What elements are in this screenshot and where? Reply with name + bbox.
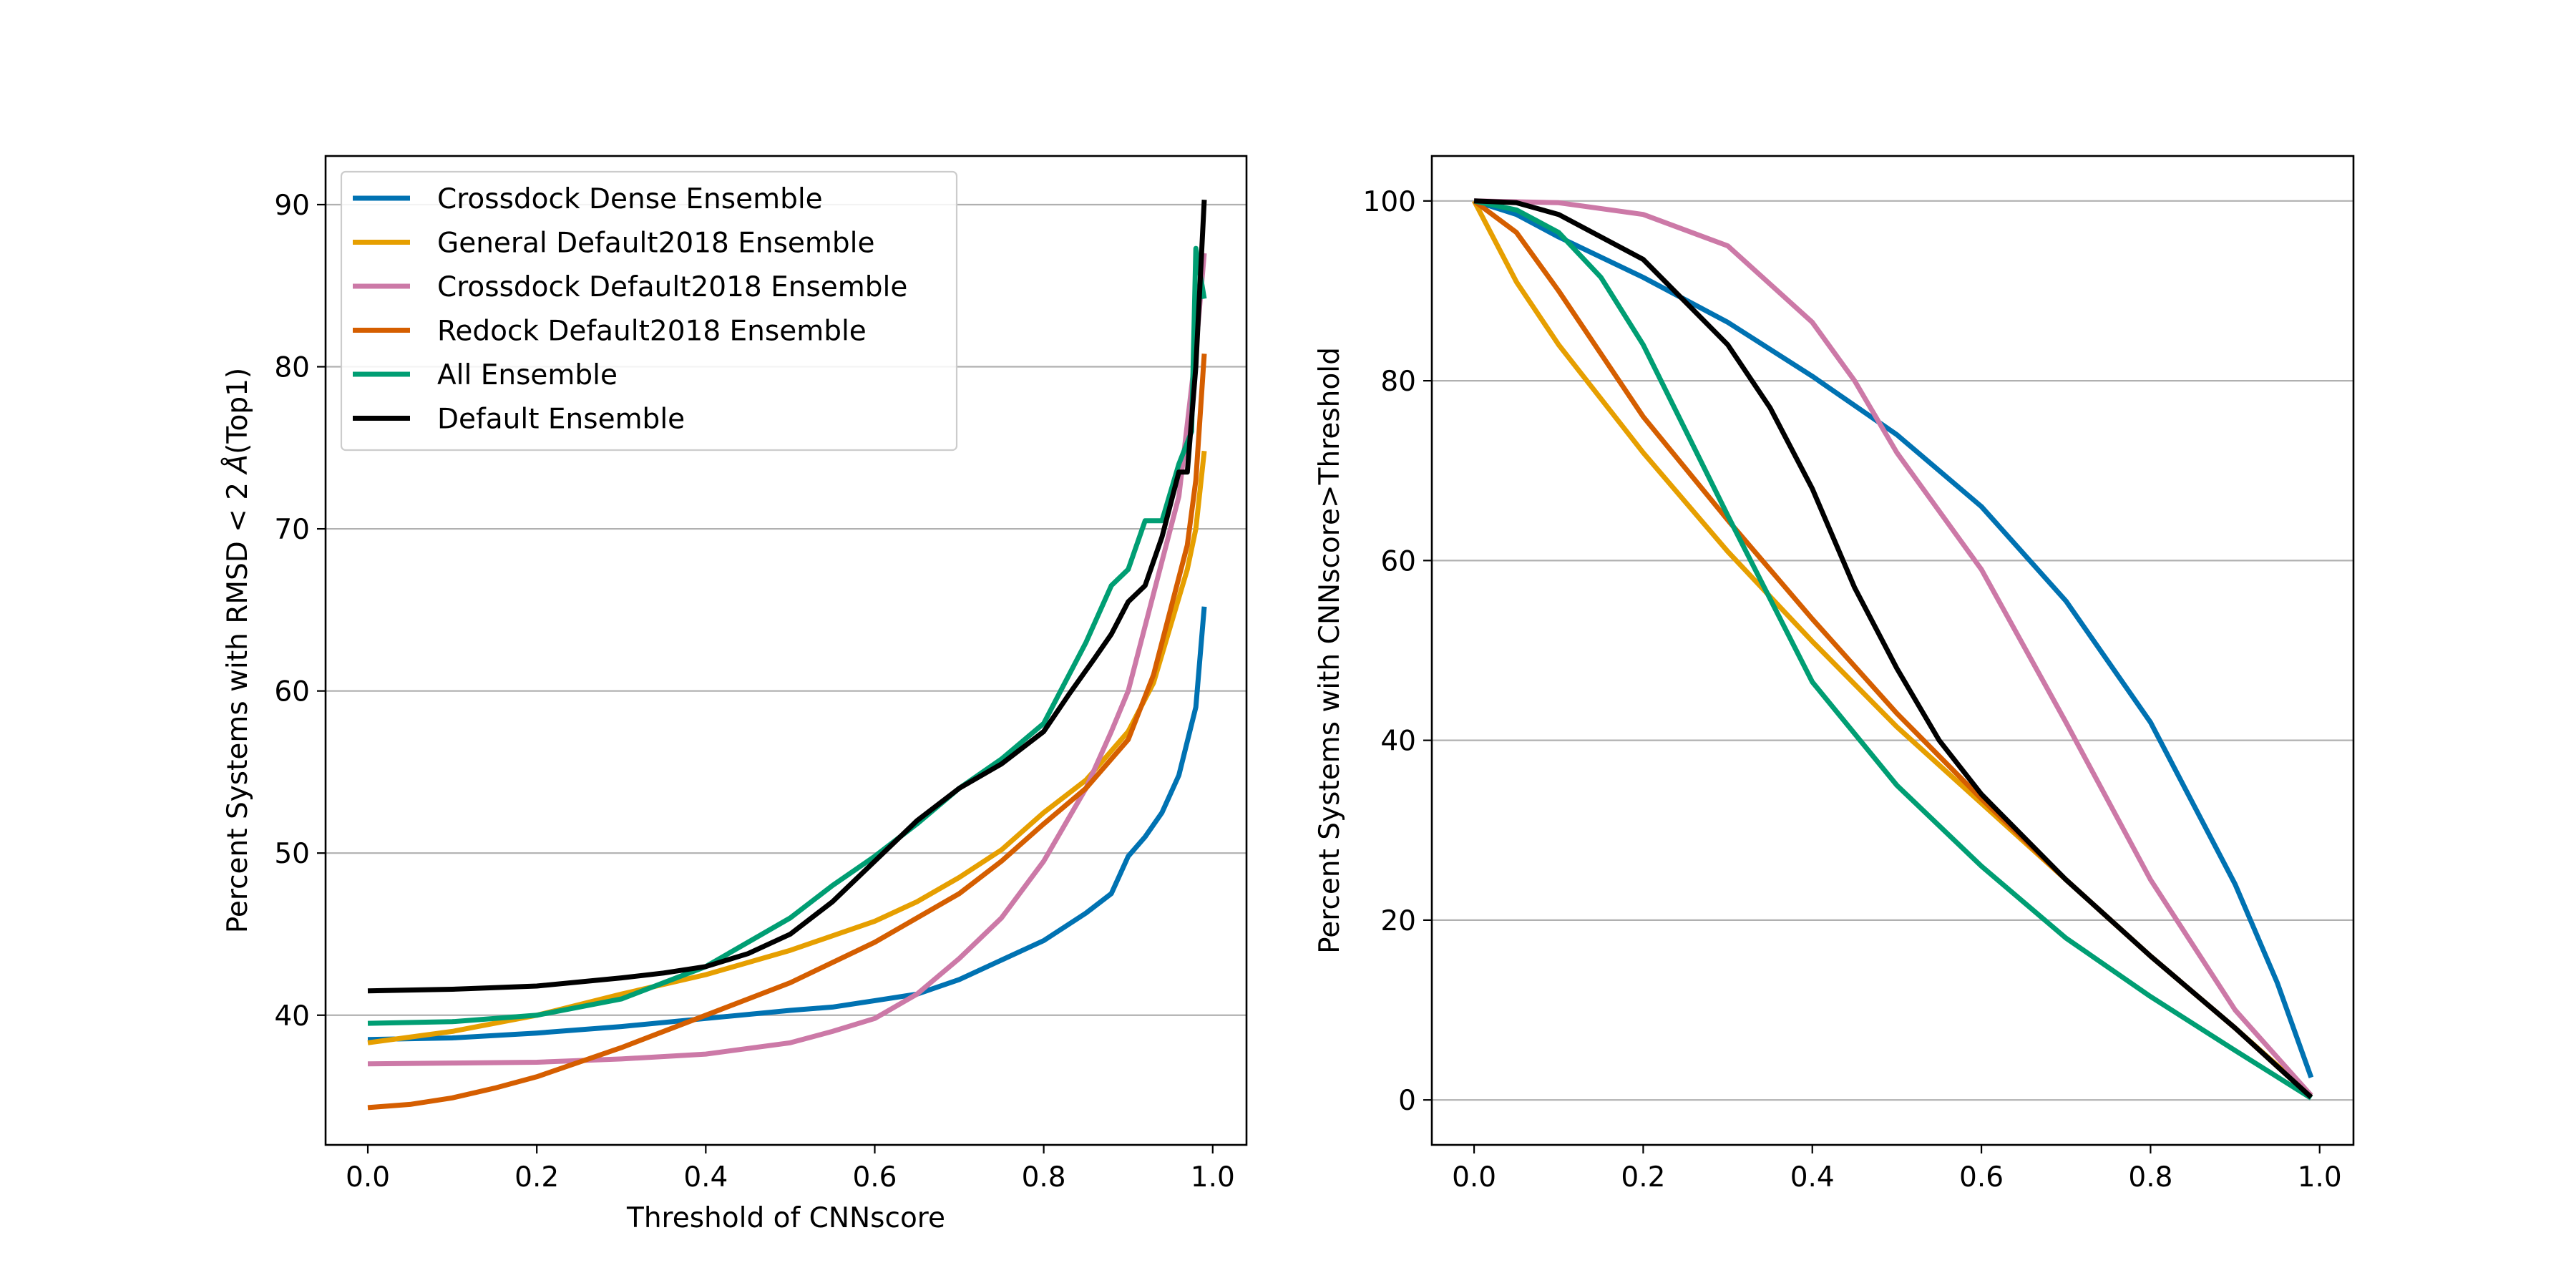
series-line: [1473, 198, 2313, 1099]
legend-box: [340, 170, 958, 452]
y-tick-label: 70: [274, 514, 310, 546]
legend-label: Crossdock Default2018 Ensemble: [437, 271, 907, 303]
y-axis-label-unit: Å: [220, 454, 254, 476]
y-tick-label: 90: [274, 190, 310, 222]
x-tick-label: 0.4: [1790, 1161, 1835, 1194]
y-axis-label: Percent Systems with RMSD < 2 Å(Top1): [220, 368, 254, 933]
x-axis-label: Threshold of CNNscore: [626, 1202, 945, 1234]
legend-label: Default Ensemble: [437, 404, 685, 436]
legend-label: Crossdock Dense Ensemble: [437, 183, 823, 215]
series-line: [367, 353, 1207, 1111]
series-line: [1471, 200, 2313, 1098]
x-tick-label: 0.4: [683, 1161, 728, 1194]
series-line: [1474, 198, 2313, 1098]
series-line: [367, 245, 1207, 1026]
x-tick-label: 0.6: [1959, 1161, 2004, 1194]
y-axis-label-text: Percent Systems with RMSD < 2: [222, 474, 254, 934]
x-tick-label: 0.2: [1621, 1161, 1665, 1194]
y-tick-label: 0: [1398, 1085, 1416, 1117]
y-tick-label: 60: [1380, 545, 1416, 577]
legend: Crossdock Dense Ensemble General Default2…: [340, 170, 958, 452]
axes-frame: [1430, 155, 2355, 1146]
legend-label: All Ensemble: [437, 359, 618, 391]
y-axis-label: Percent Systems with CNNscore>Threshold: [1314, 347, 1346, 954]
axes-frame: [324, 155, 1248, 1146]
x-tick-label: 0.0: [1452, 1161, 1496, 1194]
left-panel: 0.0 0.2 0.4 0.6 0.8 1.0 40 50 60 70 80 90 Threshold …: [220, 155, 1248, 1234]
y-tick-label: 40: [1380, 726, 1416, 758]
y-tick-label: 40: [274, 1000, 310, 1033]
series-line: [1473, 198, 2313, 1099]
series-line: [1473, 198, 2314, 1078]
series-line: [367, 253, 1207, 1067]
x-tick-label: 1.0: [2298, 1161, 2342, 1194]
x-tick-label: 0.2: [514, 1161, 559, 1194]
series-group: [1471, 198, 2314, 1101]
x-tick-label: 1.0: [1191, 1161, 1235, 1194]
y-tick-label: 80: [274, 352, 310, 384]
series-line: [367, 450, 1207, 1045]
series-group: [367, 200, 1207, 1111]
series-line: [367, 200, 1207, 994]
y-tick-label: 20: [1380, 905, 1416, 937]
x-tick-label: 0.8: [1022, 1161, 1066, 1194]
y-tick-label: 50: [274, 838, 310, 870]
x-tick-label: 0.0: [346, 1161, 390, 1194]
y-tick-label: 80: [1380, 366, 1416, 398]
x-tick-label: 0.6: [852, 1161, 897, 1194]
legend-label: Redock Default2018 Ensemble: [437, 316, 867, 348]
y-tick-label: 60: [274, 676, 310, 708]
series-line: [1473, 198, 2313, 1101]
legend-label: General Default2018 Ensemble: [437, 228, 875, 260]
series-line: [367, 606, 1207, 1043]
right-panel: 0.0 0.2 0.4 0.6 0.8 1.0 0 20 40 60 80 100 Percent Sy…: [1314, 155, 2355, 1194]
y-tick-label: 100: [1363, 186, 1416, 218]
y-axis-label-suffix: (Top1): [222, 368, 254, 454]
x-tick-label: 0.8: [2128, 1161, 2172, 1194]
